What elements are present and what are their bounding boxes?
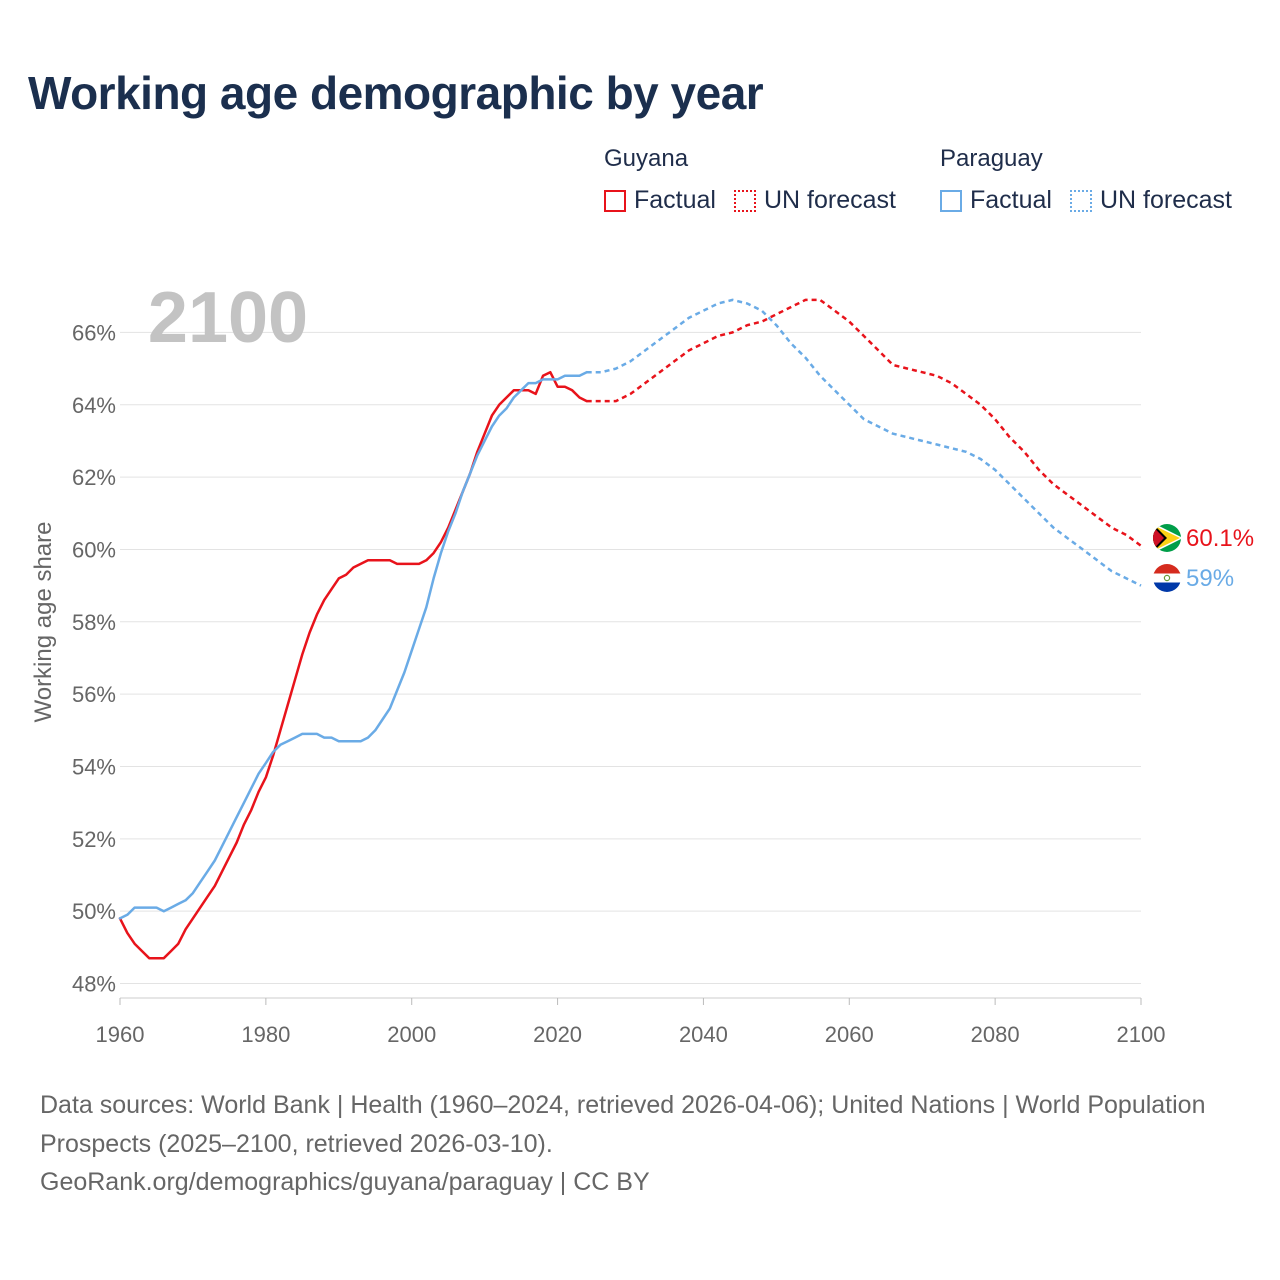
y-axis-label: Working age share xyxy=(30,522,57,723)
x-tick-label: 2000 xyxy=(387,1022,436,1047)
y-tick-label: 52% xyxy=(72,827,116,852)
legend-item-guyana-factual[interactable]: Factual xyxy=(604,186,716,215)
x-tick-label: 2040 xyxy=(679,1022,728,1047)
series-line-paraguay-factual xyxy=(118,370,588,920)
legend-swatch-solid xyxy=(940,189,962,212)
data-sources-text: Data sources: World Bank | Health (1960–… xyxy=(40,1091,1206,1158)
chart-title: Working age demographic by year xyxy=(28,67,764,119)
legend-item-paraguay-forecast[interactable]: UN forecast xyxy=(1069,186,1232,215)
legend-swatch-dotted xyxy=(733,189,756,212)
y-tick-label: 60% xyxy=(72,537,116,562)
series xyxy=(118,298,1142,960)
legend-item-paraguay-factual[interactable]: Factual xyxy=(940,186,1052,215)
x-tick-label: 2100 xyxy=(1117,1022,1166,1047)
y-tick-label: 50% xyxy=(72,899,116,924)
chart-footer: Data sources: World Bank | Health (1960–… xyxy=(40,1086,1240,1202)
legend-group-paraguay: Paraguay Factual UN forecast xyxy=(940,144,1232,215)
y-axis: 48% 50% 52% 54% 56% 58% 60% 62% 64% 66% xyxy=(72,320,116,996)
line-chart: 2100 Working age share 48% 50% 52% 54% 56% 58… xyxy=(30,278,1254,1047)
y-tick-label: 62% xyxy=(72,465,116,490)
y-tick-label: 54% xyxy=(72,754,116,779)
gridlines xyxy=(120,331,1141,985)
x-tick-label: 2020 xyxy=(533,1022,582,1047)
end-label-paraguay: 59% xyxy=(1186,565,1234,592)
series-line-guyana-forecast xyxy=(586,298,1142,547)
series-line-paraguay-forecast xyxy=(586,298,1142,587)
y-tick-label: 58% xyxy=(72,610,116,635)
legend-label: Factual xyxy=(970,186,1052,214)
legend-label: UN forecast xyxy=(763,186,896,214)
y-tick-label: 48% xyxy=(72,972,116,997)
x-tick-label: 2080 xyxy=(971,1022,1020,1047)
legend-item-guyana-forecast[interactable]: UN forecast xyxy=(733,186,896,215)
x-tick-label: 1980 xyxy=(241,1022,290,1047)
end-label-guyana: 60.1% xyxy=(1186,525,1254,552)
legend-group-guyana: Guyana Factual UN forecast xyxy=(604,144,896,215)
x-tick-label: 2060 xyxy=(825,1022,874,1047)
legend-group-title: Paraguay xyxy=(940,145,1043,172)
y-tick-label: 64% xyxy=(72,393,116,418)
x-tick-label: 1960 xyxy=(96,1022,145,1047)
paraguay-flag-icon xyxy=(1153,564,1181,592)
legend-label: Factual xyxy=(634,186,716,214)
guyana-flag-icon xyxy=(1153,524,1181,552)
legend-group-title: Guyana xyxy=(604,145,689,172)
year-watermark: 2100 xyxy=(148,278,308,358)
y-tick-label: 66% xyxy=(72,320,116,345)
credit-link[interactable]: GeoRank.org/demographics/guyana/paraguay… xyxy=(40,1168,650,1196)
legend-label: UN forecast xyxy=(1099,186,1232,214)
x-axis: 1960 1980 2000 2020 2040 2060 2080 2100 xyxy=(96,997,1166,1047)
legend-swatch-solid xyxy=(604,189,626,212)
y-tick-label: 56% xyxy=(72,682,116,707)
legend-swatch-dotted xyxy=(1069,189,1092,212)
series-line-guyana-factual xyxy=(118,370,588,960)
